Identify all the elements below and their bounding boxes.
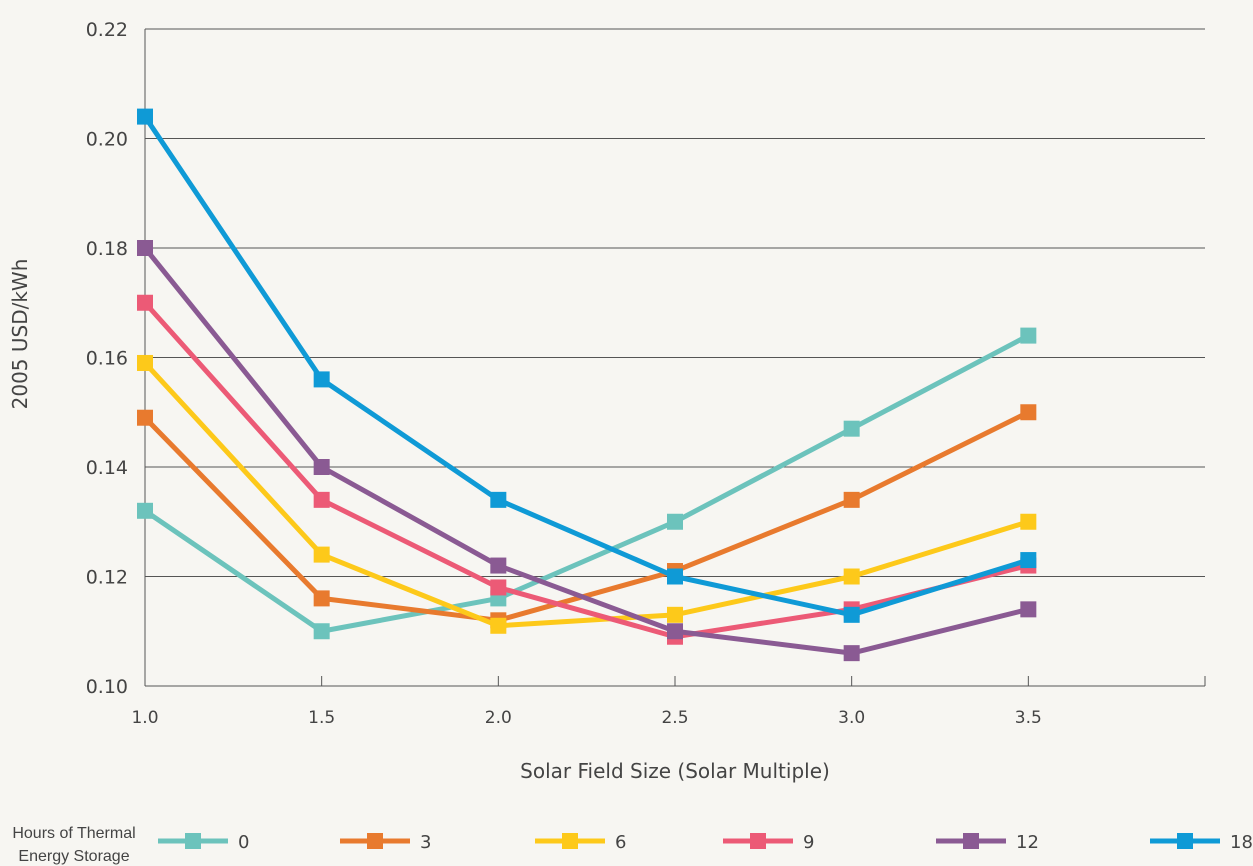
data-point — [843, 606, 860, 623]
series-line — [143, 246, 1029, 656]
data-point — [1020, 601, 1037, 618]
grid — [145, 28, 1205, 577]
x-tick-label: 1.0 — [131, 708, 158, 728]
x-axis-title: Solar Field Size (Solar Multiple) — [520, 759, 830, 783]
y-tick-label: 0.18 — [86, 238, 128, 260]
data-point — [137, 108, 153, 125]
legend-item-12: 12 — [936, 832, 1039, 853]
data-point — [667, 606, 683, 623]
data-point — [137, 502, 153, 519]
series-12 — [137, 240, 1037, 662]
data-point — [313, 491, 330, 508]
legend-item-0: 0 — [158, 832, 249, 853]
series-0 — [137, 327, 1037, 640]
x-tick-label: 3.0 — [838, 708, 865, 728]
series-line — [143, 361, 1030, 629]
axes: 0.10 0.12 0.14 0.16 0.18 0.20 0.22 1.0 1.5 2.0 2.5… — [86, 19, 1206, 728]
y-tick-label: 0.14 — [86, 457, 128, 479]
series-line — [143, 333, 1030, 634]
legend-swatch-marker — [750, 833, 766, 849]
series-9 — [137, 294, 1037, 645]
data-point — [313, 623, 330, 640]
data-point — [313, 371, 330, 388]
legend-item-18: 18 — [1150, 832, 1253, 853]
legend-item-6: 6 — [535, 832, 626, 853]
legend-label: 0 — [238, 832, 249, 853]
y-tick-label: 0.22 — [86, 19, 128, 41]
series-line — [143, 410, 1030, 623]
legend-swatch-marker — [185, 833, 201, 849]
y-axis-title: 2005 USD/kWh — [8, 259, 32, 410]
series-line — [142, 115, 1030, 618]
data-point — [313, 459, 330, 475]
data-point — [1020, 552, 1037, 569]
x-tick-label: 2.5 — [661, 708, 688, 728]
legend-swatch-marker — [1177, 833, 1193, 849]
legend-title-line1: Hours of Thermal — [12, 825, 135, 842]
y-tick-label: 0.10 — [86, 676, 128, 698]
legend-item-3: 3 — [340, 832, 431, 853]
x-tick-label: 3.5 — [1015, 708, 1042, 728]
y-tick-label: 0.20 — [86, 129, 128, 151]
data-point — [843, 568, 860, 585]
legend-label: 3 — [420, 832, 431, 853]
legend-item-9: 9 — [723, 832, 814, 853]
y-tick-label: 0.16 — [86, 348, 128, 370]
series-line — [143, 301, 1029, 640]
data-point — [137, 294, 153, 311]
data-point — [667, 623, 683, 640]
data-point — [843, 491, 860, 508]
legend-label: 6 — [615, 832, 626, 853]
x-tick-label: 2.0 — [485, 708, 512, 728]
data-point — [490, 617, 507, 634]
legend-swatch-marker — [367, 833, 383, 849]
data-point — [667, 513, 683, 530]
data-point — [843, 645, 860, 662]
data-point — [313, 590, 330, 607]
legend-label: 12 — [1016, 832, 1039, 853]
data-point — [490, 579, 507, 596]
series-group — [137, 108, 1037, 662]
legend-swatch-marker — [963, 833, 979, 849]
data-point — [1020, 404, 1037, 421]
x-tick-label: 1.5 — [308, 708, 335, 728]
legend-title-line2: Energy Storage — [18, 848, 129, 865]
legend-label: 18 — [1230, 832, 1253, 853]
data-point — [137, 240, 153, 256]
legend: 0 3 6 9 12 18 — [158, 832, 1253, 853]
legend-label: 9 — [803, 832, 814, 853]
data-point — [667, 568, 683, 585]
data-point — [1020, 513, 1037, 530]
data-point — [1020, 327, 1037, 344]
y-tick-label: 0.12 — [86, 567, 128, 589]
data-point — [137, 354, 153, 371]
data-point — [490, 491, 507, 508]
series-18 — [137, 108, 1037, 623]
data-point — [843, 420, 860, 437]
data-point — [137, 409, 153, 426]
legend-swatch-marker — [562, 833, 578, 849]
data-point — [490, 557, 507, 574]
series-6 — [137, 354, 1037, 634]
data-point — [313, 546, 330, 563]
